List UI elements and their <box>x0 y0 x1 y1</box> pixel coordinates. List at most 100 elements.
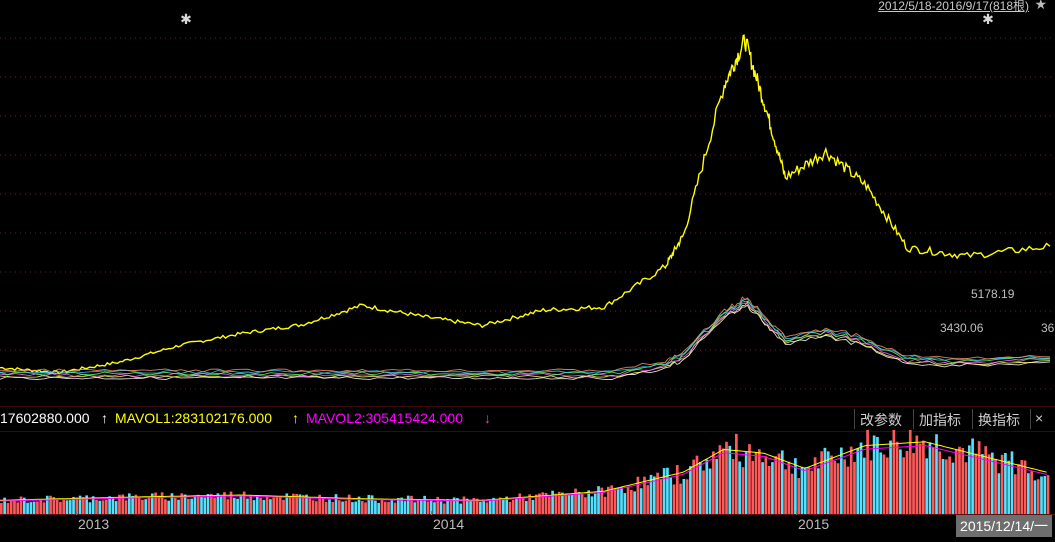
volume-bar <box>869 460 873 514</box>
extra-price-label: 36 <box>1041 321 1055 335</box>
volume-bar <box>803 468 807 514</box>
volume-bar <box>315 501 318 514</box>
volume-bar <box>557 491 561 514</box>
volume-bar <box>246 498 249 514</box>
close-icon[interactable]: × <box>1035 410 1044 426</box>
volume-bar <box>393 502 397 514</box>
volume-bar <box>226 499 230 514</box>
volume-bar <box>49 495 52 514</box>
volume-bar <box>134 494 138 514</box>
volume-bar <box>744 452 748 514</box>
volume-bar <box>0 503 3 514</box>
volume-bar <box>692 459 696 514</box>
edit-params-button[interactable]: 改参数 <box>860 412 902 428</box>
volume-bar <box>462 496 466 514</box>
volume-bar <box>528 494 531 514</box>
volume-bar <box>22 497 26 514</box>
volume-bar <box>59 501 62 514</box>
price-chart[interactable] <box>0 0 1055 404</box>
volume-bar <box>511 499 515 514</box>
volume-bar <box>636 476 640 514</box>
vol-up-arrow: ↑ <box>101 410 108 426</box>
volume-bar <box>666 467 669 514</box>
indicator-bar: 17602880.000 ↑ MAVOL1:283102176.000 ↑ MA… <box>0 406 1055 432</box>
volume-bar <box>964 462 968 514</box>
volume-bar <box>459 503 463 514</box>
volume-bar <box>446 499 449 514</box>
volume-bar <box>495 499 499 514</box>
volume-bar <box>147 496 151 514</box>
volume-bar <box>705 459 709 514</box>
add-indicator-button[interactable]: 加指标 <box>919 412 961 428</box>
volume-bar <box>715 459 718 514</box>
volume-bar <box>685 479 689 514</box>
volume-bar <box>1043 476 1047 514</box>
volume-bar <box>525 501 528 514</box>
volume-bar <box>810 470 814 514</box>
volume-bar <box>118 494 121 514</box>
volume-bar <box>505 496 508 514</box>
volume-bar <box>351 502 354 514</box>
volume-bar <box>849 446 853 514</box>
volume-bar <box>95 499 98 514</box>
volume-bar <box>695 455 699 514</box>
volume-bar <box>974 453 978 514</box>
volume-bar <box>774 456 778 514</box>
volume-bar <box>643 476 646 514</box>
volume-bar <box>541 492 545 514</box>
volume-bar <box>872 435 876 514</box>
volume-bar <box>721 448 725 514</box>
volume-bar <box>144 499 148 514</box>
volume-bar <box>567 494 571 514</box>
cursor-date-label: 2015/12/14/一 <box>956 515 1052 537</box>
volume-bar <box>213 497 216 514</box>
volume-bar <box>397 497 400 514</box>
volume-bar <box>741 467 745 514</box>
volume-bar <box>656 472 659 514</box>
volume-bar <box>544 492 548 514</box>
volume-bar <box>85 495 88 514</box>
volume-bar <box>610 485 613 514</box>
volume-bar <box>584 497 587 514</box>
volume-bar <box>111 497 115 514</box>
volume-bar <box>282 499 285 514</box>
volume-bar <box>613 489 617 514</box>
volume-bar <box>288 495 292 514</box>
volume-bar <box>843 459 846 514</box>
volume-bar <box>305 494 308 514</box>
volume-bar <box>682 479 686 514</box>
volume-bar <box>882 454 886 514</box>
volume-bar <box>990 452 994 514</box>
volume-bar <box>206 494 210 514</box>
volume-bar <box>938 451 942 514</box>
switch-indicator-button[interactable]: 换指标 <box>978 412 1020 428</box>
volume-bar <box>866 430 869 514</box>
volume-bar <box>479 501 482 514</box>
date-range-label[interactable]: 2012/5/18-2016/9/17(818根) <box>878 0 1029 13</box>
volume-bar <box>807 467 810 514</box>
volume-bar <box>981 454 984 514</box>
volume-bar <box>403 501 407 514</box>
volume-bar <box>564 493 568 514</box>
volume-bar <box>265 495 269 514</box>
volume-bar <box>905 450 909 514</box>
volume-bar <box>997 473 1001 514</box>
volume-bar <box>547 496 551 514</box>
volume-bar <box>840 447 843 514</box>
volume-bar <box>889 440 892 514</box>
mavol2-arrow: ↓ <box>484 410 491 426</box>
volume-bar <box>173 497 177 514</box>
volume-bar <box>196 494 200 514</box>
volume-bar <box>626 486 630 514</box>
volume-bar <box>977 441 981 514</box>
volume-bar <box>915 435 919 514</box>
volume-bar <box>324 501 328 514</box>
volume-chart[interactable] <box>0 430 1055 514</box>
volume-bar <box>1017 464 1020 514</box>
volume-bar <box>252 500 256 514</box>
x-tick-label: 2015 <box>798 516 830 532</box>
volume-bar <box>272 497 276 514</box>
star-icon[interactable]: ★ <box>1034 0 1047 12</box>
volume-bar <box>249 495 253 514</box>
volume-bar <box>731 459 735 514</box>
